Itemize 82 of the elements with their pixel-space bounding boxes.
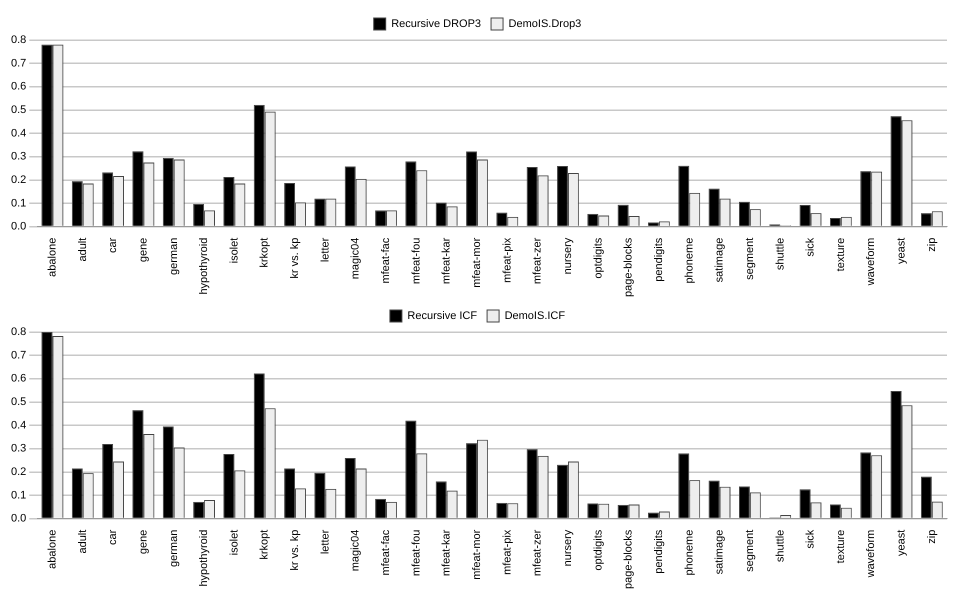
x-tick-label: sick bbox=[804, 237, 817, 257]
legend-label: Recursive DROP3 bbox=[391, 18, 482, 30]
y-tick-label: 0.1 bbox=[10, 489, 26, 502]
x-tick-label: yeast bbox=[896, 530, 908, 556]
x-tick-label: car bbox=[107, 529, 120, 545]
x-tick-label: car bbox=[107, 237, 120, 253]
legend-label: Recursive ICF bbox=[407, 310, 478, 322]
y-tick-label: 0.1 bbox=[10, 197, 26, 210]
x-tick-label: german bbox=[168, 238, 180, 275]
x-tick-label: mfeat-zer bbox=[532, 237, 544, 284]
x-tick-label: adult bbox=[76, 530, 89, 554]
x-tick-label: mfeat-kar bbox=[440, 237, 453, 284]
x-tick-label: kr vs. kp bbox=[289, 530, 302, 571]
legend-label: DemoIS.Drop3 bbox=[508, 18, 582, 30]
x-tick-label: hypothyroid bbox=[198, 530, 210, 587]
x-tick-label: sick bbox=[804, 529, 817, 549]
x-tick-label: magic04 bbox=[350, 238, 362, 280]
x-tick-label: mfeat-fac bbox=[380, 237, 392, 284]
x-tick-label: nursery bbox=[562, 529, 574, 566]
x-tick-label: hypothyroid bbox=[198, 238, 210, 295]
x-tick-label: page-blocks bbox=[622, 529, 635, 590]
x-tick-label: mfeat-mor bbox=[471, 237, 484, 288]
x-tick-label: isolet bbox=[228, 238, 240, 264]
x-tick-label: segment bbox=[744, 530, 756, 572]
x-tick-label: shuttle bbox=[774, 530, 786, 562]
x-tick-label: gene bbox=[137, 238, 150, 262]
y-tick-label: 0.8 bbox=[10, 34, 26, 46]
x-tick-label: abalone bbox=[46, 530, 58, 569]
x-tick-label: shuttle bbox=[774, 238, 786, 270]
y-tick-label: 0.2 bbox=[10, 466, 26, 478]
x-tick-label: magic04 bbox=[350, 530, 362, 572]
y-tick-label: 0.6 bbox=[10, 80, 26, 93]
x-tick-label: optdigits bbox=[592, 237, 604, 279]
y-tick-label: 0.7 bbox=[10, 57, 26, 70]
x-tick-label: texture bbox=[834, 530, 847, 564]
x-tick-label: letter bbox=[319, 529, 332, 554]
x-tick-label: german bbox=[168, 530, 180, 567]
y-tick-label: 0.2 bbox=[10, 174, 26, 186]
x-tick-label: phoneme bbox=[683, 238, 696, 284]
x-tick-label: waveform bbox=[865, 238, 878, 286]
x-tick-label: mfeat-kar bbox=[440, 529, 453, 576]
y-tick-label: 0.3 bbox=[10, 150, 26, 163]
x-tick-label: krkopt bbox=[258, 238, 271, 268]
x-tick-label: mfeat-pix bbox=[501, 529, 514, 575]
y-tick-label: 0.7 bbox=[10, 349, 26, 362]
x-tick-label: zip bbox=[926, 530, 938, 544]
x-tick-label: abalone bbox=[46, 238, 58, 277]
x-tick-label: isolet bbox=[228, 530, 240, 556]
y-tick-label: 0.4 bbox=[10, 419, 26, 432]
y-tick-label: 0.6 bbox=[10, 372, 26, 385]
legend-label: DemoIS.ICF bbox=[504, 310, 566, 322]
x-tick-label: satimage bbox=[714, 238, 726, 282]
x-tick-label: kr vs. kp bbox=[289, 238, 302, 279]
x-tick-label: mfeat-fac bbox=[380, 529, 392, 576]
x-tick-label: nursery bbox=[562, 237, 574, 274]
x-tick-label: krkopt bbox=[258, 530, 271, 560]
y-tick-label: 0.5 bbox=[10, 396, 26, 408]
x-tick-label: mfeat-fou bbox=[410, 530, 422, 576]
x-tick-label: segment bbox=[744, 238, 756, 280]
y-tick-label: 0.0 bbox=[10, 220, 26, 233]
x-tick-label: optdigits bbox=[592, 529, 604, 571]
y-tick-label: 0.5 bbox=[10, 104, 26, 116]
x-tick-label: zip bbox=[926, 238, 938, 252]
x-tick-label: pendigits bbox=[652, 529, 665, 574]
x-tick-label: texture bbox=[834, 238, 847, 272]
y-tick-label: 0.3 bbox=[10, 442, 26, 455]
x-tick-label: phoneme bbox=[683, 530, 696, 576]
x-tick-label: yeast bbox=[896, 238, 908, 264]
x-tick-label: adult bbox=[76, 238, 89, 262]
x-tick-label: mfeat-pix bbox=[501, 237, 514, 283]
x-tick-label: page-blocks bbox=[622, 237, 635, 298]
y-tick-label: 0.0 bbox=[10, 512, 26, 525]
x-tick-label: mfeat-fou bbox=[410, 238, 422, 284]
x-tick-label: mfeat-mor bbox=[471, 529, 484, 580]
x-tick-label: satimage bbox=[714, 530, 726, 574]
y-tick-label: 0.8 bbox=[10, 326, 26, 338]
y-tick-label: 0.4 bbox=[10, 127, 26, 140]
x-tick-label: mfeat-zer bbox=[532, 529, 544, 576]
x-tick-label: gene bbox=[137, 530, 150, 554]
x-tick-label: letter bbox=[319, 237, 332, 262]
x-tick-label: pendigits bbox=[652, 237, 665, 282]
x-tick-label: waveform bbox=[865, 530, 878, 578]
